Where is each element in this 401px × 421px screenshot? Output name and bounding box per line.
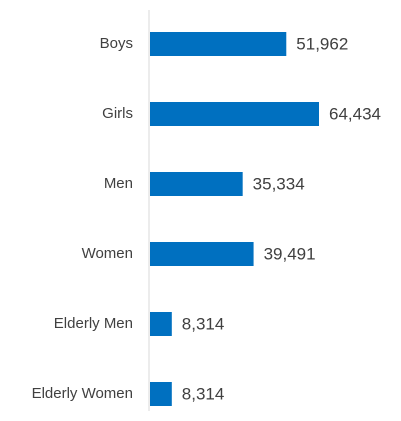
bar — [150, 32, 287, 56]
data-label: 39,491 — [264, 244, 316, 263]
data-label: 51,962 — [296, 34, 348, 53]
category-label: Boys — [100, 35, 133, 52]
data-label: 8,314 — [182, 384, 225, 403]
category-label: Men — [104, 175, 133, 192]
data-label: 64,434 — [329, 104, 381, 123]
bar — [150, 102, 319, 126]
data-label: 35,334 — [253, 174, 305, 193]
data-label: 8,314 — [182, 314, 225, 333]
bar — [150, 242, 254, 266]
bar — [150, 172, 243, 196]
category-label: Women — [82, 245, 133, 262]
bar — [150, 382, 172, 406]
category-label: Elderly Women — [32, 385, 133, 402]
bar — [150, 312, 172, 336]
category-label: Elderly Men — [54, 315, 133, 332]
category-label: Girls — [102, 105, 133, 122]
